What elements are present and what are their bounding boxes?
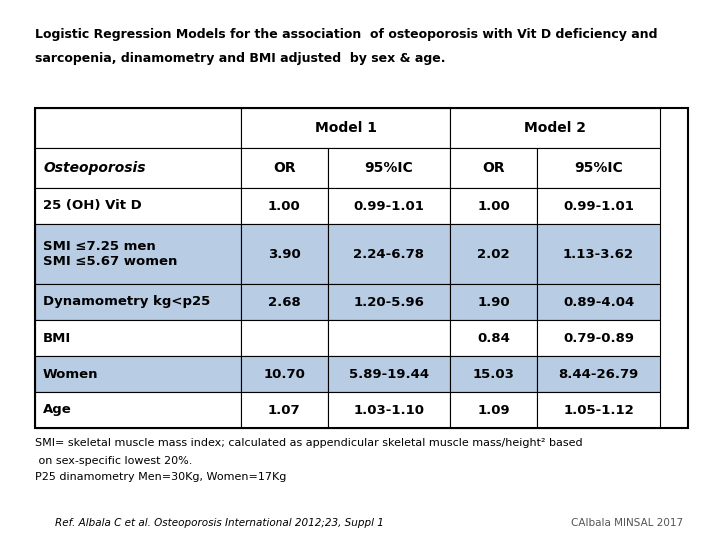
Text: CAlbala MINSAL 2017: CAlbala MINSAL 2017 xyxy=(571,518,683,528)
Bar xyxy=(240,356,328,392)
Text: 15.03: 15.03 xyxy=(473,368,515,381)
Text: Ref. Albala C et al. Osteoporosis International 2012;23, Suppl 1: Ref. Albala C et al. Osteoporosis Intern… xyxy=(55,518,384,528)
Text: 1.05-1.12: 1.05-1.12 xyxy=(563,403,634,416)
Text: 1.20-5.96: 1.20-5.96 xyxy=(354,295,424,308)
Text: 25 (OH) Vit D: 25 (OH) Vit D xyxy=(43,199,142,213)
Text: BMI: BMI xyxy=(43,332,71,345)
Bar xyxy=(35,224,240,284)
Bar xyxy=(537,356,660,392)
Text: Model 1: Model 1 xyxy=(315,121,377,135)
Bar xyxy=(35,356,240,392)
Text: 95%IC: 95%IC xyxy=(574,161,623,175)
Bar xyxy=(35,188,240,224)
Text: 0.99-1.01: 0.99-1.01 xyxy=(563,199,634,213)
Text: SMI= skeletal muscle mass index; calculated as appendicular skeletal muscle mass: SMI= skeletal muscle mass index; calcula… xyxy=(35,438,582,448)
Text: 0.79-0.89: 0.79-0.89 xyxy=(563,332,634,345)
Text: Age: Age xyxy=(43,403,72,416)
Text: 1.09: 1.09 xyxy=(477,403,510,416)
Text: OR: OR xyxy=(273,161,295,175)
Text: 0.89-4.04: 0.89-4.04 xyxy=(563,295,634,308)
Text: 95%IC: 95%IC xyxy=(364,161,413,175)
Bar xyxy=(450,108,660,148)
Text: 1.03-1.10: 1.03-1.10 xyxy=(354,403,424,416)
Bar xyxy=(35,108,240,148)
Text: 2.02: 2.02 xyxy=(477,247,510,260)
Text: 1.90: 1.90 xyxy=(477,295,510,308)
Text: Osteoporosis: Osteoporosis xyxy=(43,161,145,175)
Text: 1.07: 1.07 xyxy=(268,403,300,416)
Bar xyxy=(240,148,328,188)
Text: 5.89-19.44: 5.89-19.44 xyxy=(349,368,429,381)
Bar xyxy=(450,356,537,392)
Text: 2.24-6.78: 2.24-6.78 xyxy=(354,247,424,260)
Bar xyxy=(328,392,450,428)
Text: 3.90: 3.90 xyxy=(268,247,300,260)
Text: 10.70: 10.70 xyxy=(264,368,305,381)
Bar xyxy=(240,320,328,356)
Text: SMI ≤7.25 men
SMI ≤5.67 women: SMI ≤7.25 men SMI ≤5.67 women xyxy=(43,240,177,268)
Bar xyxy=(240,224,328,284)
Text: Logistic Regression Models for the association  of osteoporosis with Vit D defic: Logistic Regression Models for the assoc… xyxy=(35,28,657,41)
Text: 8.44-26.79: 8.44-26.79 xyxy=(559,368,639,381)
Bar xyxy=(328,188,450,224)
Text: 1.13-3.62: 1.13-3.62 xyxy=(563,247,634,260)
Bar xyxy=(450,284,537,320)
Bar xyxy=(328,284,450,320)
Bar xyxy=(240,284,328,320)
Text: P25 dinamometry Men=30Kg, Women=17Kg: P25 dinamometry Men=30Kg, Women=17Kg xyxy=(35,472,287,482)
Text: 1.00: 1.00 xyxy=(268,199,300,213)
Bar xyxy=(328,224,450,284)
Bar xyxy=(35,148,240,188)
Bar xyxy=(450,188,537,224)
Bar xyxy=(450,320,537,356)
Bar xyxy=(537,188,660,224)
Text: 0.99-1.01: 0.99-1.01 xyxy=(354,199,424,213)
Text: 1.00: 1.00 xyxy=(477,199,510,213)
Bar xyxy=(240,108,450,148)
Text: OR: OR xyxy=(482,161,505,175)
Bar xyxy=(240,392,328,428)
Bar xyxy=(35,392,240,428)
Bar xyxy=(450,392,537,428)
Text: sarcopenia, dinamometry and BMI adjusted  by sex & age.: sarcopenia, dinamometry and BMI adjusted… xyxy=(35,52,446,65)
Bar xyxy=(328,148,450,188)
Bar xyxy=(537,224,660,284)
Bar xyxy=(328,320,450,356)
Bar xyxy=(35,108,688,428)
Text: on sex-specific lowest 20%.: on sex-specific lowest 20%. xyxy=(35,456,192,466)
Text: Model 2: Model 2 xyxy=(524,121,586,135)
Bar xyxy=(537,320,660,356)
Bar xyxy=(450,224,537,284)
Bar xyxy=(328,356,450,392)
Text: Dynamometry kg<p25: Dynamometry kg<p25 xyxy=(43,295,210,308)
Bar xyxy=(537,148,660,188)
Bar xyxy=(35,320,240,356)
Bar xyxy=(450,148,537,188)
Bar xyxy=(35,284,240,320)
Bar xyxy=(537,284,660,320)
Text: 0.84: 0.84 xyxy=(477,332,510,345)
Text: 2.68: 2.68 xyxy=(268,295,300,308)
Bar xyxy=(537,392,660,428)
Bar xyxy=(240,188,328,224)
Text: Women: Women xyxy=(43,368,99,381)
